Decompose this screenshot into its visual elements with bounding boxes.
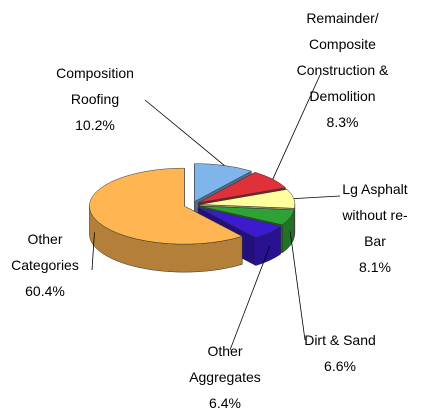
slice-top [89,167,243,245]
slice-label: Lg Asphalt without re-Bar 8.1% [335,176,415,280]
slice [89,167,243,273]
value-label: 6.4% [209,395,241,410]
leader-line [293,195,341,200]
value-label: 6.6% [324,358,356,374]
category-name: Dirt & Sand [304,332,376,348]
category-name: Lg Asphalt without re-Bar [342,181,408,249]
leader-line [229,246,271,351]
category-name: Other Aggregates [189,343,261,385]
category-name: Remainder/ Composite Construction & Demo… [296,10,389,104]
category-name: Composition Roofing [56,65,134,107]
slice-label: Other Aggregates 6.4% [185,338,265,410]
value-label: 8.1% [359,259,391,275]
value-label: 60.4% [25,283,65,299]
leader-line [144,99,225,166]
slice-top [194,163,252,203]
leader-line [272,74,321,180]
value-label: 10.2% [75,117,115,133]
slice-top [198,172,287,204]
category-name: Other Categories [11,231,79,273]
slice-top [197,207,282,238]
slice-top [199,205,295,226]
slice-label: Dirt & Sand 6.6% [300,327,380,379]
slice-label: Remainder/ Composite Construction & Demo… [285,5,400,135]
value-label: 8.3% [326,114,359,130]
leader-line [91,232,95,271]
leader-line [289,231,306,341]
slice-label: Other Categories 60.4% [5,226,85,304]
slice-label: Composition Roofing 10.2% [45,60,145,138]
